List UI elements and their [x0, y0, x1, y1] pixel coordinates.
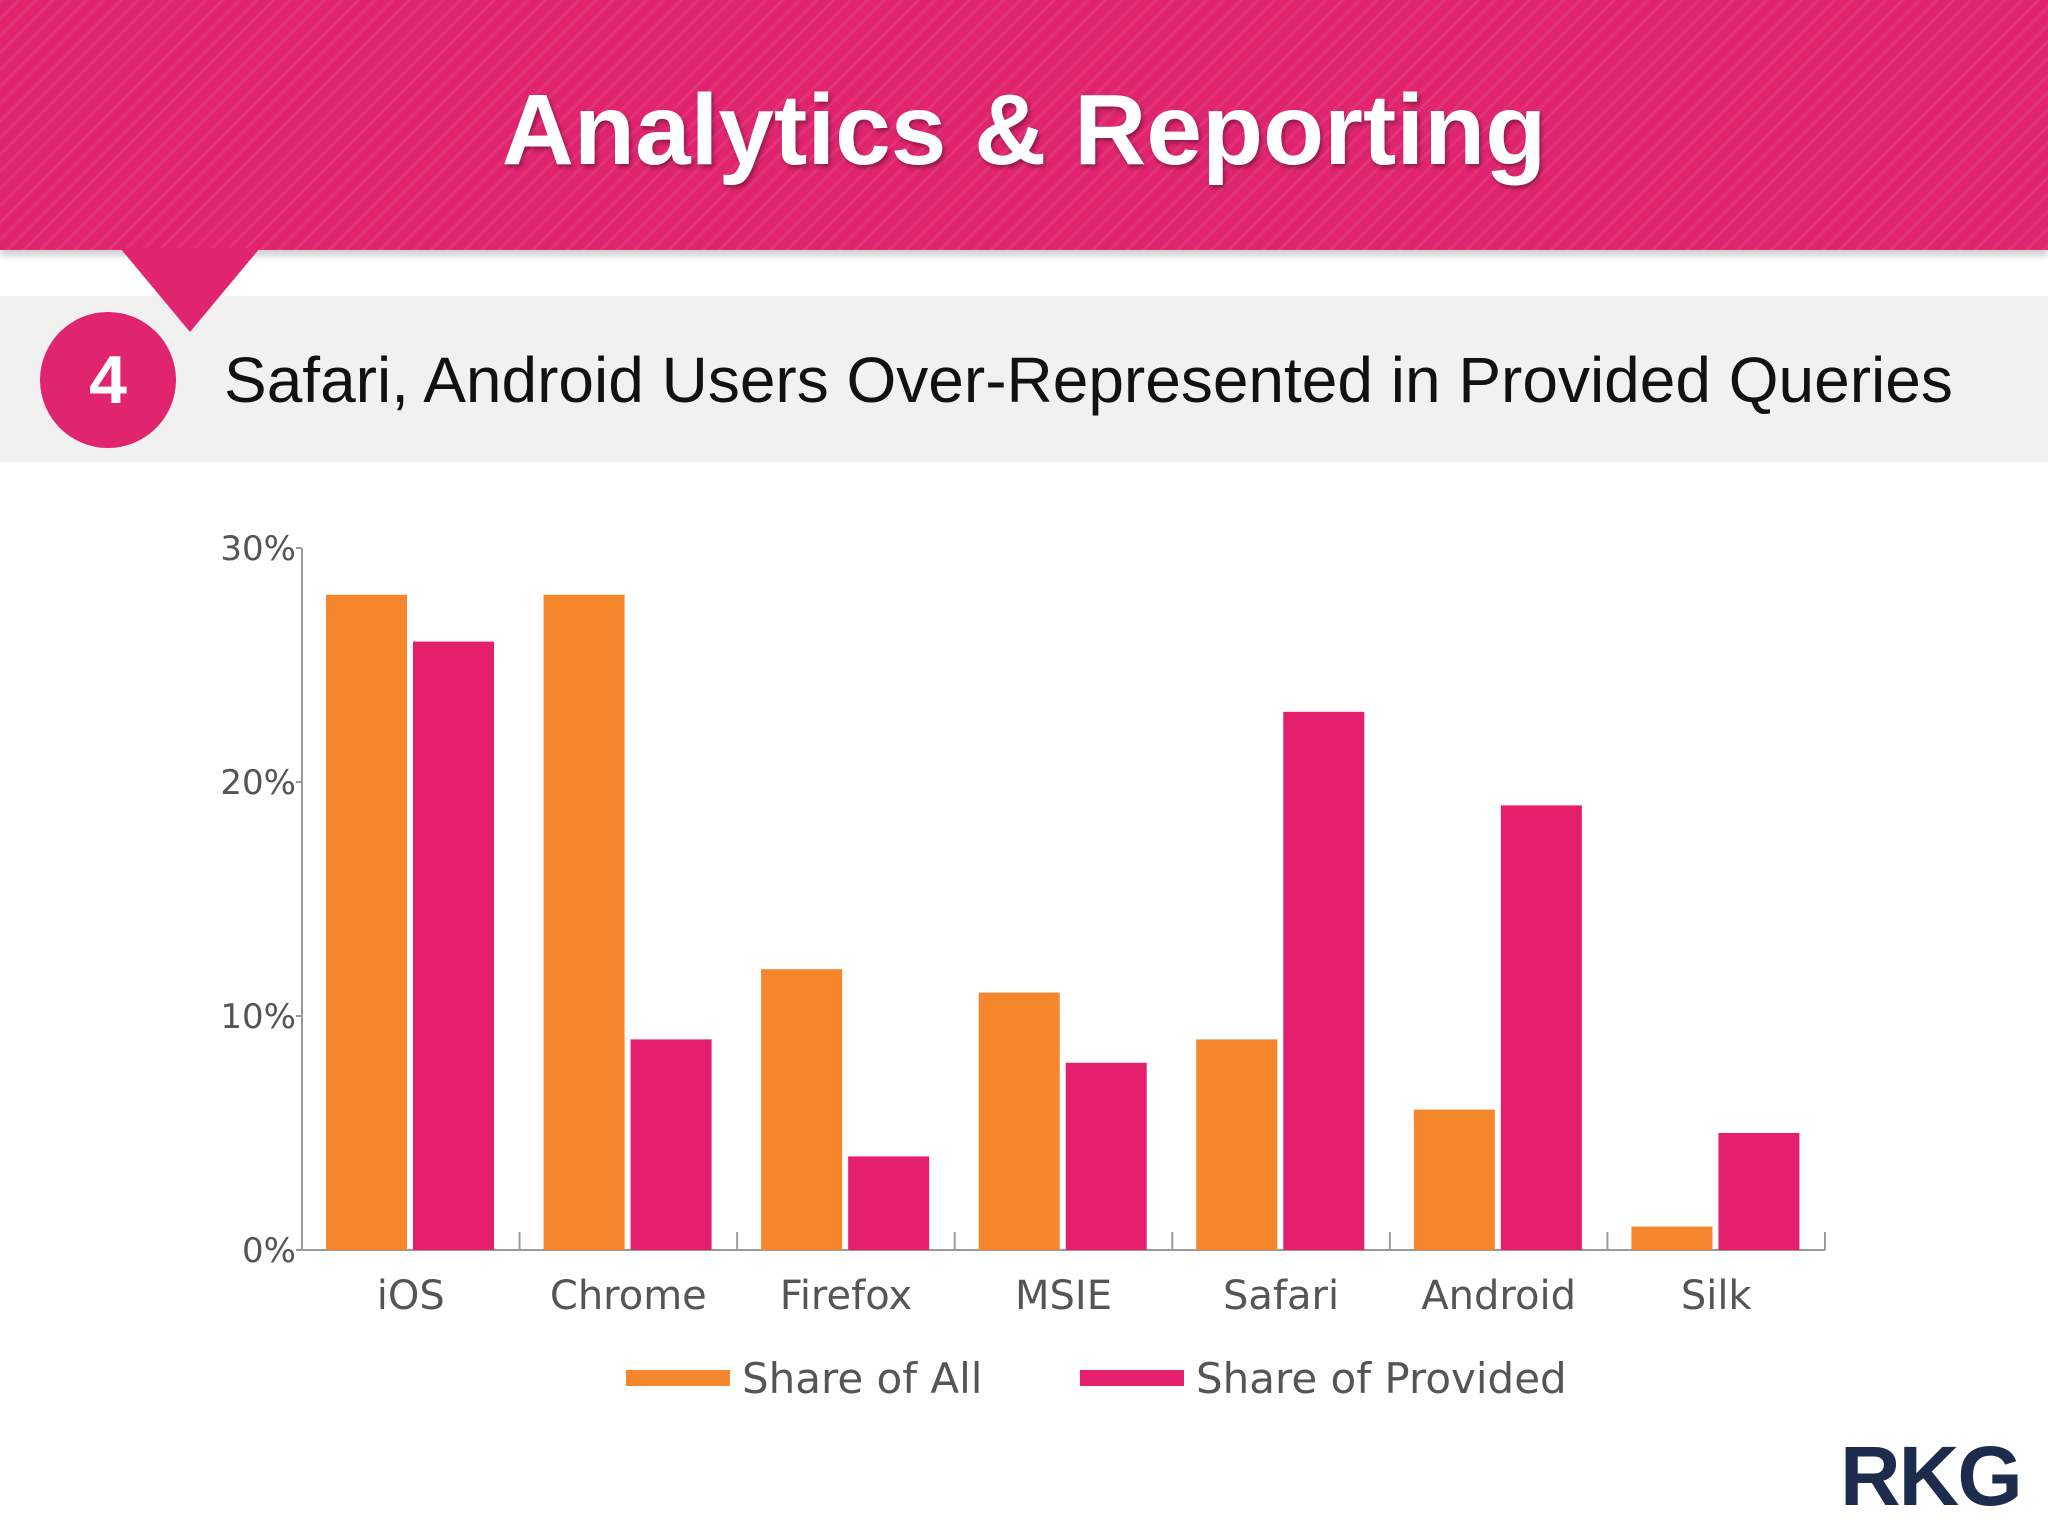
- legend-label: Share of Provided: [1196, 1353, 1567, 1403]
- rkg-logo: RKG: [1840, 1429, 2023, 1523]
- x-tick-label: Silk: [1681, 1273, 1753, 1319]
- x-tick-label: Android: [1421, 1273, 1576, 1319]
- legend-swatch: [626, 1370, 730, 1386]
- bar: [1413, 1109, 1495, 1250]
- bar: [630, 1039, 712, 1250]
- banner-pointer: [120, 248, 260, 332]
- step-badge: 4: [40, 312, 176, 448]
- bar: [848, 1156, 930, 1250]
- x-tick-label: Safari: [1223, 1273, 1339, 1319]
- bar: [1196, 1039, 1278, 1250]
- bar: [1631, 1226, 1713, 1250]
- bar: [1500, 805, 1582, 1250]
- x-tick-label: iOS: [377, 1273, 445, 1319]
- slide-subtitle: Safari, Android Users Over-Represented i…: [224, 344, 1953, 416]
- bar: [543, 594, 625, 1250]
- y-tick-label: 20%: [220, 763, 296, 803]
- bar: [1065, 1062, 1147, 1250]
- header-banner: Analytics & Reporting: [0, 0, 2048, 250]
- subtitle-band: [0, 296, 2048, 462]
- y-tick-label: 10%: [220, 997, 296, 1037]
- bar: [978, 992, 1060, 1250]
- bar: [1283, 711, 1365, 1250]
- x-tick-label: MSIE: [1015, 1273, 1112, 1319]
- legend-item: Share of All: [626, 1348, 982, 1408]
- page-title: Analytics & Reporting: [501, 74, 1547, 186]
- y-tick-label: 0%: [242, 1231, 296, 1271]
- bar: [326, 594, 407, 1250]
- bar: [1718, 1133, 1800, 1250]
- bar: [413, 641, 494, 1250]
- y-tick-label: 30%: [220, 529, 296, 569]
- chart-legend: Share of All Share of Provided: [0, 1348, 2048, 1408]
- x-tick-label: Firefox: [780, 1273, 912, 1319]
- bar: [761, 969, 843, 1250]
- legend-swatch: [1080, 1370, 1184, 1386]
- x-tick-label: Chrome: [550, 1273, 707, 1319]
- bar-chart: 0% 10% 20% 30% iOS Chrome Firefox MSIE Safari And…: [220, 529, 1826, 1319]
- legend-item: Share of Provided: [1080, 1348, 1567, 1408]
- legend-label: Share of All: [742, 1353, 983, 1403]
